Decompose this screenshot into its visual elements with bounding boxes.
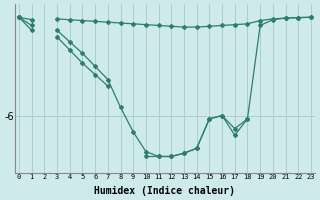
X-axis label: Humidex (Indice chaleur): Humidex (Indice chaleur)	[94, 186, 236, 196]
